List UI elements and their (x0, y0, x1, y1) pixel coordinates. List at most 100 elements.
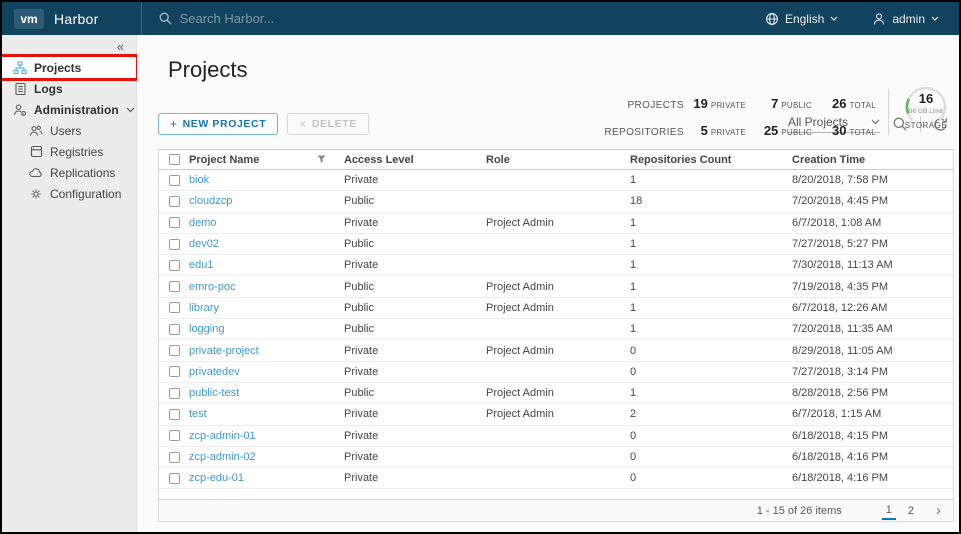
storage-limit-label: 98 GB Limit (909, 108, 943, 115)
stats-divider (888, 89, 889, 135)
project-name-link[interactable]: zcp-edu-01 (189, 472, 245, 485)
table-row: zcp-admin-02 Private 0 6/18/2018, 4:16 P… (159, 447, 953, 469)
table-header: Project Name Access Level Role Repositor… (159, 149, 953, 170)
projects-public-count: 7 (771, 96, 779, 111)
project-name-link[interactable]: public-test (189, 387, 240, 400)
app-title: Harbor (54, 10, 99, 27)
repos-private-count: 5 (700, 123, 708, 138)
user-menu[interactable]: admin (872, 12, 939, 26)
sidebar-item-label: Logs (34, 81, 63, 96)
row-checkbox[interactable] (168, 408, 180, 420)
collapse-sidebar-button[interactable]: « (116, 38, 124, 54)
total-unit-label: TOTAL (849, 101, 876, 110)
row-checkbox[interactable] (168, 451, 180, 463)
private-unit-label: PRIVATE (710, 101, 746, 110)
language-menu[interactable]: English (765, 12, 838, 26)
delete-button[interactable]: × DELETE (287, 113, 369, 135)
new-project-button[interactable]: + NEW PROJECT (158, 113, 279, 135)
access-level-cell: Public (344, 387, 374, 400)
access-level-cell: Public (344, 280, 374, 293)
project-name-link[interactable]: private-project (189, 344, 259, 357)
creation-time-cell: 7/30/2018, 11:13 AM (792, 259, 893, 272)
sidebar-item-administration[interactable]: Administration (2, 99, 136, 120)
total-unit-label: TOTAL (849, 128, 876, 137)
role-cell (486, 447, 630, 467)
project-name-link[interactable]: edu1 (189, 259, 214, 272)
row-checkbox[interactable] (168, 472, 180, 484)
access-level-cell: Public (344, 323, 374, 336)
new-project-label: NEW PROJECT (182, 118, 267, 130)
row-checkbox[interactable] (168, 387, 180, 399)
table-row: public-test Public Project Admin 1 8/28/… (159, 383, 953, 405)
project-name-link[interactable]: privatedev (189, 365, 240, 378)
project-name-link[interactable]: dev02 (189, 238, 219, 251)
pagination-range: 1 - 15 of 26 items (756, 504, 842, 517)
next-page-icon[interactable]: › (936, 501, 941, 519)
row-checkbox[interactable] (168, 259, 180, 271)
table-body: biok Private 1 8/20/2018, 7:58 PM cloudz… (159, 170, 953, 490)
logs-icon (13, 82, 27, 96)
row-checkbox[interactable] (168, 281, 180, 293)
search-projects-icon[interactable] (892, 116, 908, 132)
table-row: privatedev Private 0 7/27/2018, 3:14 PM (159, 362, 953, 383)
column-repositories-count: Repositories Count (630, 153, 732, 166)
vmware-logo[interactable]: vm (14, 8, 44, 29)
row-checkbox[interactable] (168, 195, 180, 207)
role-cell (486, 170, 630, 190)
row-checkbox[interactable] (168, 430, 180, 442)
storage-gauge: 16 98 GB Limit STORAGE (899, 85, 953, 137)
project-name-link[interactable]: logging (189, 323, 225, 336)
sidebar-item-configuration[interactable]: Configuration (2, 183, 136, 204)
project-name-link[interactable]: biok (189, 174, 210, 187)
filter-funnel-icon[interactable] (317, 155, 326, 164)
role-cell (486, 191, 630, 211)
creation-time-cell: 7/20/2018, 11:35 AM (792, 323, 893, 336)
row-checkbox[interactable] (168, 366, 180, 378)
project-name-link[interactable]: demo (189, 216, 217, 229)
repositories-count-cell: 18 (630, 195, 643, 208)
sidebar-item-logs[interactable]: Logs (2, 78, 136, 99)
sidebar-item-projects[interactable]: Projects (2, 54, 139, 81)
table-row: emro-poc Public Project Admin 1 7/19/201… (159, 276, 953, 298)
project-name-link[interactable]: zcp-admin-01 (189, 429, 256, 442)
access-level-cell: Private (344, 408, 379, 421)
chevron-down-icon (931, 16, 939, 21)
sidebar-item-users[interactable]: Users (2, 120, 136, 141)
table-footer: 1 - 15 of 26 items 1 2 › (159, 499, 953, 521)
global-search-input[interactable] (179, 11, 380, 26)
row-checkbox[interactable] (168, 174, 180, 186)
project-type-value: All Projects (788, 115, 849, 129)
project-name-link[interactable]: test (189, 408, 207, 421)
page-button-1[interactable]: 1 (881, 501, 896, 520)
delete-label: DELETE (311, 118, 357, 130)
row-checkbox[interactable] (168, 323, 180, 335)
creation-time-cell: 7/27/2018, 5:27 PM (792, 238, 889, 251)
row-checkbox[interactable] (168, 238, 180, 250)
select-all-checkbox[interactable] (168, 154, 180, 165)
page-button-2[interactable]: 2 (907, 505, 914, 517)
sidebar-item-registries[interactable]: Registries (2, 141, 136, 162)
sidebar-item-label: Users (50, 123, 82, 138)
project-name-link[interactable]: zcp-admin-02 (189, 451, 256, 463)
table-row: test Private Project Admin 2 6/7/2018, 1… (159, 404, 953, 426)
project-name-link[interactable]: cloudzcp (189, 195, 233, 208)
sidebar-item-label: Projects (34, 60, 82, 75)
projects-toolbar: + NEW PROJECT × DELETE All Projects (158, 113, 954, 135)
role-cell: Project Admin (486, 387, 554, 400)
row-checkbox[interactable] (168, 217, 180, 229)
column-project-name: Project Name (189, 153, 260, 166)
row-checkbox[interactable] (168, 345, 180, 357)
table-row: zcp-edu-01 Private 0 6/18/2018, 4:16 PM (159, 468, 953, 490)
table-row: cloudzcp Public 18 7/20/2018, 4:45 PM (159, 191, 953, 213)
creation-time-cell: 6/18/2018, 4:16 PM (792, 451, 889, 463)
sidebar-item-replications[interactable]: Replications (2, 162, 136, 183)
project-type-select[interactable]: All Projects (788, 115, 880, 133)
project-name-link[interactable]: emro-poc (189, 280, 236, 293)
project-name-link[interactable]: library (189, 301, 219, 314)
row-checkbox[interactable] (168, 302, 180, 314)
main-content: Projects PROJECTS 19 PRIVATE 7 PUBLIC 26 TO… (137, 35, 959, 532)
repositories-count-cell: 0 (630, 472, 637, 485)
projects-icon (13, 60, 27, 75)
role-cell: Project Admin (486, 344, 554, 357)
